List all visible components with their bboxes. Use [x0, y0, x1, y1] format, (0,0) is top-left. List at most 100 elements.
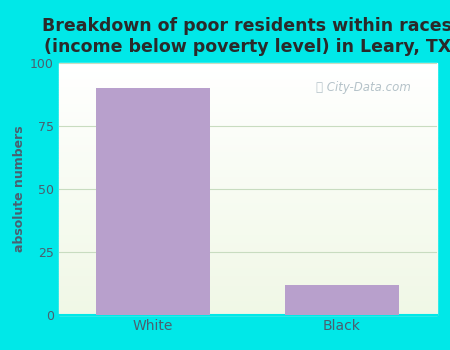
Bar	[58, 86, 436, 88]
Bar	[58, 121, 436, 124]
Bar	[58, 136, 436, 139]
Bar	[58, 164, 436, 166]
Bar	[58, 252, 436, 254]
Bar	[58, 124, 436, 126]
Bar	[58, 116, 436, 118]
Bar	[58, 91, 436, 93]
Bar	[58, 118, 436, 121]
Bar	[58, 267, 436, 270]
Bar	[58, 262, 436, 265]
Bar	[58, 108, 436, 111]
Bar	[58, 144, 436, 146]
Bar	[58, 111, 436, 113]
Bar	[58, 307, 436, 310]
Bar	[58, 310, 436, 313]
Bar	[58, 234, 436, 237]
Bar	[58, 103, 436, 106]
Bar	[58, 126, 436, 128]
Bar	[58, 229, 436, 232]
Bar	[58, 254, 436, 257]
Bar	[58, 209, 436, 212]
Bar	[58, 272, 436, 275]
Bar	[58, 146, 436, 149]
Bar	[58, 166, 436, 169]
Bar	[58, 65, 436, 68]
Bar	[58, 232, 436, 235]
Bar	[58, 275, 436, 277]
Bar	[58, 302, 436, 305]
Bar	[58, 156, 436, 159]
Bar	[58, 219, 436, 222]
Bar	[58, 260, 436, 262]
Bar	[58, 139, 436, 141]
Bar	[58, 239, 436, 242]
Bar	[96, 88, 210, 315]
Bar	[58, 292, 436, 295]
Bar	[58, 83, 436, 86]
Bar	[58, 191, 436, 194]
Bar	[58, 68, 436, 71]
Bar	[58, 151, 436, 154]
Bar	[58, 298, 436, 300]
Bar	[58, 222, 436, 224]
Bar	[58, 247, 436, 250]
Bar	[58, 194, 436, 197]
Bar	[58, 80, 436, 83]
Y-axis label: absolute numbers: absolute numbers	[13, 126, 26, 252]
Bar	[58, 285, 436, 287]
Bar	[58, 161, 436, 164]
Bar	[58, 280, 436, 282]
Bar	[58, 181, 436, 184]
Bar	[58, 98, 436, 101]
Bar	[58, 106, 436, 108]
Bar	[58, 300, 436, 302]
Bar	[58, 214, 436, 217]
Bar	[58, 277, 436, 280]
Bar	[58, 154, 436, 156]
Bar	[58, 250, 436, 252]
Bar	[58, 244, 436, 247]
Bar	[58, 257, 436, 260]
Bar	[58, 270, 436, 272]
Bar	[58, 265, 436, 267]
Bar	[58, 63, 436, 65]
Bar	[58, 290, 436, 292]
Bar	[58, 113, 436, 116]
Bar	[58, 93, 436, 96]
Bar	[58, 237, 436, 239]
Bar	[58, 224, 436, 227]
Bar	[58, 212, 436, 214]
Bar	[58, 73, 436, 76]
Bar	[58, 313, 436, 315]
Bar	[285, 285, 399, 315]
Bar	[58, 227, 436, 229]
Bar	[58, 96, 436, 98]
Bar	[58, 76, 436, 78]
Bar	[58, 204, 436, 206]
Title: Breakdown of poor residents within races
(income below poverty level) in Leary, : Breakdown of poor residents within races…	[42, 17, 450, 56]
Bar	[58, 174, 436, 176]
Bar	[58, 287, 436, 290]
Bar	[58, 187, 436, 189]
Bar	[58, 131, 436, 134]
Bar	[58, 149, 436, 151]
Bar	[58, 197, 436, 199]
Bar	[58, 101, 436, 103]
Bar	[58, 159, 436, 161]
Bar	[58, 128, 436, 131]
Bar	[58, 206, 436, 209]
Bar	[58, 78, 436, 80]
Bar	[58, 184, 436, 187]
Bar	[58, 134, 436, 136]
Bar	[58, 295, 436, 298]
Bar	[58, 282, 436, 285]
Bar	[58, 202, 436, 204]
Text: ⓘ City-Data.com: ⓘ City-Data.com	[315, 80, 410, 94]
Bar	[58, 189, 436, 191]
Bar	[58, 88, 436, 91]
Bar	[58, 169, 436, 172]
Bar	[58, 176, 436, 179]
Bar	[58, 172, 436, 174]
Bar	[58, 217, 436, 219]
Bar	[58, 242, 436, 244]
